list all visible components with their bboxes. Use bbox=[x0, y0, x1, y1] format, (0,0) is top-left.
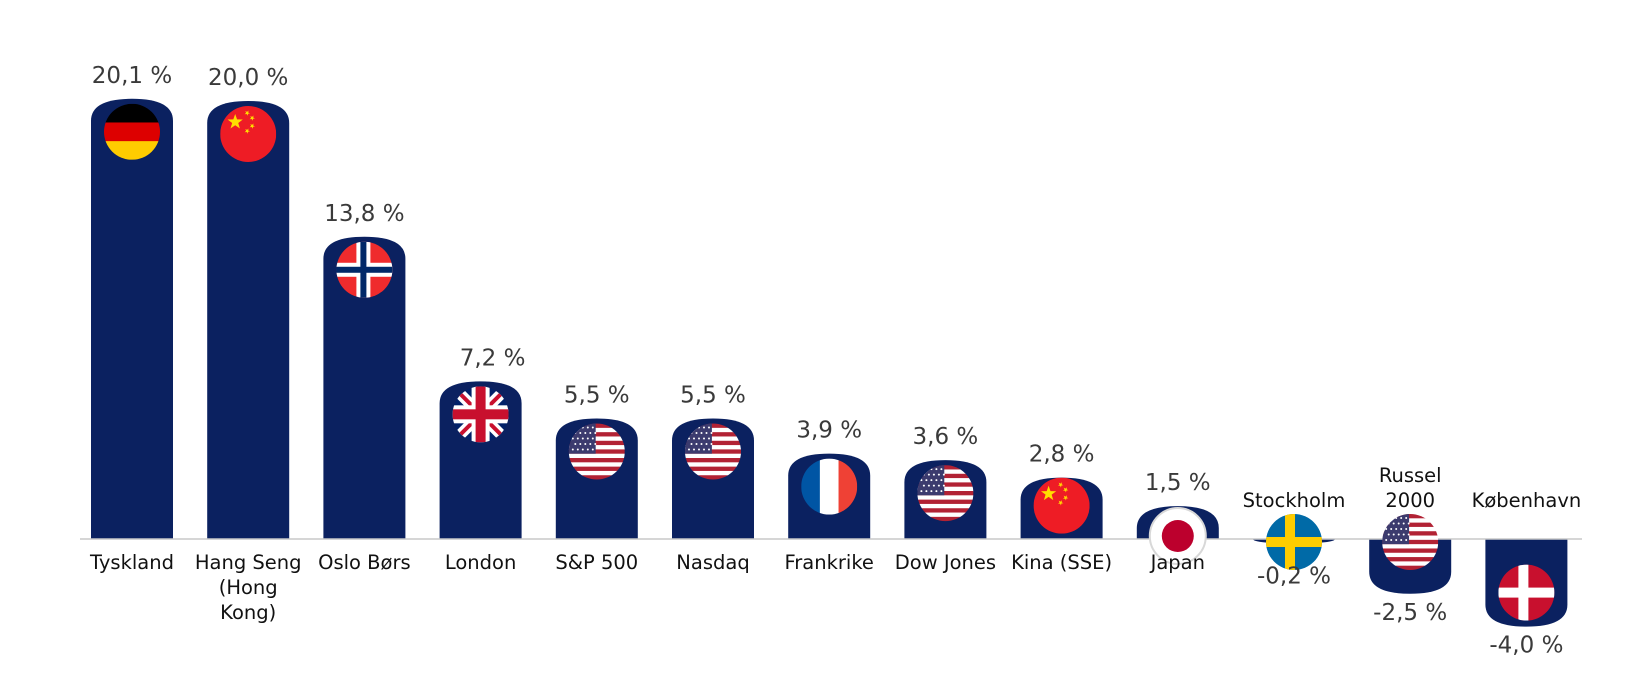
category-label-line: Kong) bbox=[220, 601, 276, 624]
bar bbox=[323, 236, 406, 539]
china-flag-icon bbox=[1033, 477, 1090, 534]
value-label: 1,5 % bbox=[1145, 470, 1211, 496]
value-label: -0,2 % bbox=[1257, 563, 1331, 589]
value-label: -2,5 % bbox=[1373, 600, 1447, 626]
category-label: Tyskland bbox=[89, 551, 174, 574]
bar bbox=[91, 98, 173, 539]
flags-layer bbox=[104, 103, 1555, 621]
category-label-line: København bbox=[1472, 489, 1582, 512]
bar bbox=[207, 101, 290, 539]
value-label: 20,0 % bbox=[208, 65, 288, 91]
category-label-line: (Hong bbox=[219, 576, 278, 599]
category-label-line: Hang Seng bbox=[195, 551, 302, 574]
value-label: 5,5 % bbox=[564, 383, 630, 409]
china-flag-icon bbox=[220, 106, 277, 162]
category-label: London bbox=[445, 551, 516, 574]
usa-flag-icon bbox=[685, 423, 741, 480]
category-label-line: Stockholm bbox=[1243, 489, 1346, 512]
denmark-flag-icon bbox=[1498, 564, 1555, 621]
value-label: 2,8 % bbox=[1029, 442, 1095, 468]
category-label-line: Nasdaq bbox=[676, 551, 749, 574]
category-label: Kina (SSE) bbox=[1011, 551, 1112, 574]
norway-flag-icon bbox=[336, 241, 393, 298]
category-label: Japan bbox=[1149, 551, 1205, 574]
value-label: 3,6 % bbox=[913, 424, 979, 450]
value-label: 5,5 % bbox=[680, 383, 746, 409]
france-flag-icon bbox=[801, 458, 858, 515]
category-label-line: Dow Jones bbox=[895, 551, 996, 574]
value-label: 3,9 % bbox=[796, 418, 862, 444]
category-label-line: Frankrike bbox=[784, 551, 873, 574]
category-label: Oslo Børs bbox=[318, 551, 411, 574]
category-label-line: Japan bbox=[1149, 551, 1205, 574]
category-label-line: Russel bbox=[1379, 464, 1442, 487]
sweden-flag-icon bbox=[1266, 514, 1322, 570]
category-label: Stockholm bbox=[1243, 489, 1346, 512]
value-label: 13,8 % bbox=[324, 201, 404, 227]
usa-flag-icon bbox=[1382, 514, 1439, 570]
usa-flag-icon bbox=[568, 423, 625, 480]
value-label: 20,1 % bbox=[92, 63, 172, 89]
japan-flag-icon bbox=[1148, 507, 1207, 565]
bars-layer bbox=[91, 98, 1568, 627]
category-label-line: Oslo Børs bbox=[318, 551, 411, 574]
category-label-line: Kina (SSE) bbox=[1011, 551, 1112, 574]
category-label: S&P 500 bbox=[555, 551, 638, 574]
category-label-line: S&P 500 bbox=[555, 551, 638, 574]
category-label: Frankrike bbox=[784, 551, 873, 574]
category-label-line: Tyskland bbox=[89, 551, 174, 574]
category-label-line: 2000 bbox=[1385, 489, 1435, 512]
category-label: Nasdaq bbox=[676, 551, 749, 574]
category-label: Dow Jones bbox=[895, 551, 996, 574]
value-label: -4,0 % bbox=[1489, 633, 1563, 659]
uk-flag-icon bbox=[452, 386, 509, 443]
category-label: København bbox=[1472, 489, 1582, 512]
germany-flag-icon bbox=[104, 103, 160, 160]
usa-flag-icon bbox=[917, 465, 974, 522]
category-label-line: London bbox=[445, 551, 516, 574]
value-label: 7,2 % bbox=[460, 345, 526, 371]
